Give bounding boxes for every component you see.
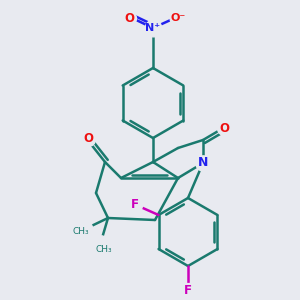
Text: F: F [184, 284, 192, 296]
Text: CH₃: CH₃ [96, 244, 112, 253]
Text: F: F [130, 199, 139, 212]
Text: N: N [198, 157, 208, 169]
Text: O: O [219, 122, 229, 134]
Text: O: O [124, 11, 134, 25]
Text: CH₃: CH₃ [73, 227, 89, 236]
Text: O⁻: O⁻ [170, 13, 186, 23]
Text: O: O [83, 133, 93, 146]
Text: N⁺: N⁺ [146, 23, 160, 33]
